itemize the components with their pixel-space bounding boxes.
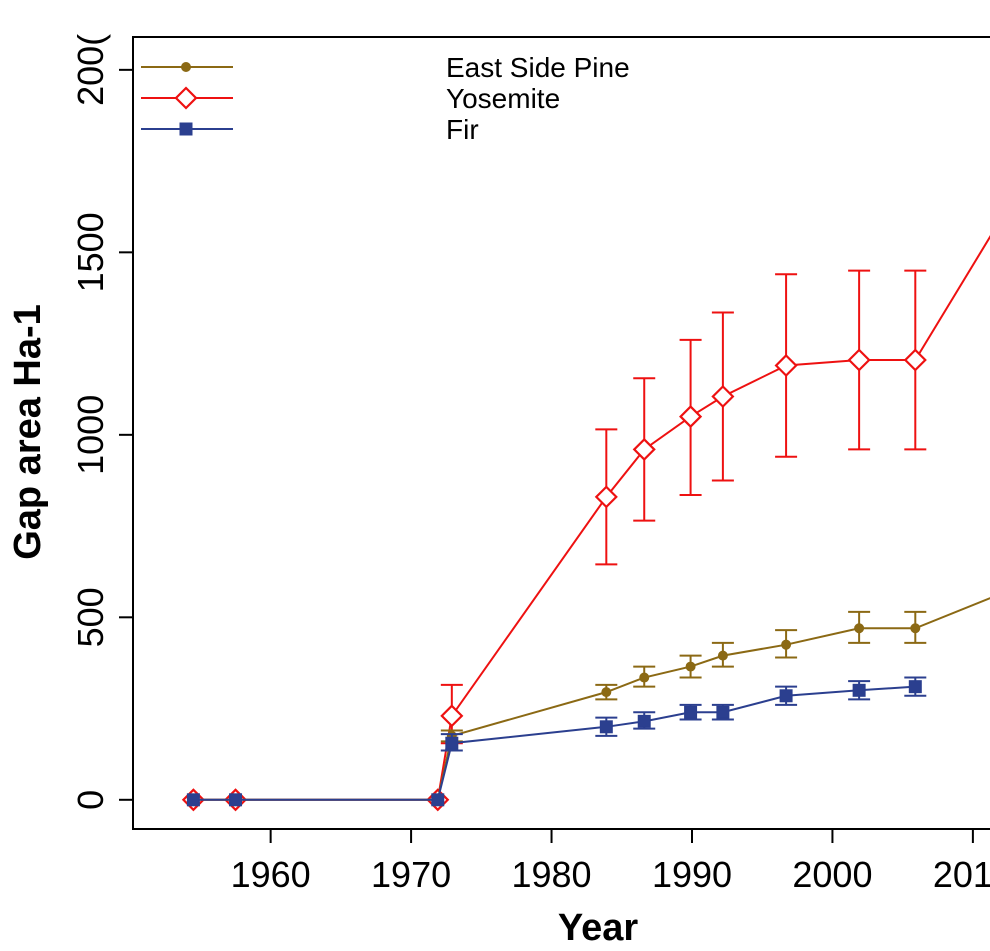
data-point bbox=[632, 437, 656, 461]
data-point bbox=[717, 650, 728, 661]
data-point bbox=[186, 793, 200, 807]
data-point bbox=[684, 705, 698, 719]
data-point bbox=[637, 714, 651, 728]
data-point bbox=[445, 736, 459, 750]
series-fir bbox=[186, 676, 927, 807]
x-tick-label: 1970 bbox=[371, 854, 451, 895]
legend-label: Yosemite bbox=[446, 83, 560, 114]
data-point bbox=[852, 683, 866, 697]
y-tick-label: 500 bbox=[70, 587, 111, 647]
x-tick-label: 1980 bbox=[511, 854, 591, 895]
data-point bbox=[685, 661, 696, 672]
data-point bbox=[774, 353, 798, 378]
data-point bbox=[716, 705, 730, 719]
data-point bbox=[854, 623, 865, 634]
legend-marker bbox=[179, 122, 193, 136]
data-point bbox=[599, 720, 613, 734]
data-point bbox=[679, 405, 703, 429]
legend-label: Fir bbox=[446, 114, 479, 145]
legend-label: East Side Pine bbox=[446, 52, 630, 83]
data-point bbox=[639, 672, 650, 683]
series-line bbox=[193, 235, 990, 801]
x-tick-label: 1990 bbox=[652, 854, 732, 895]
x-tick-label: 2000 bbox=[792, 854, 872, 895]
y-axis: 0 500 1000 1500 200( bbox=[70, 34, 133, 810]
series-line bbox=[193, 685, 916, 801]
legend-marker bbox=[181, 62, 191, 72]
data-point bbox=[601, 687, 612, 698]
legend-marker bbox=[174, 86, 198, 110]
data-point bbox=[229, 793, 243, 807]
data-point bbox=[711, 384, 735, 409]
series-east-side-pine bbox=[188, 597, 990, 805]
plot-frame bbox=[132, 36, 990, 830]
data-point bbox=[903, 348, 927, 372]
data-point bbox=[781, 639, 792, 650]
data-point bbox=[440, 704, 464, 728]
series-layer bbox=[181, 235, 990, 812]
y-tick-label: 1500 bbox=[70, 212, 111, 292]
y-tick-label: 200( bbox=[70, 34, 111, 106]
y-tick-label: 0 bbox=[70, 790, 111, 810]
series-line bbox=[193, 597, 990, 801]
x-axis-title: Year bbox=[558, 907, 639, 949]
data-point bbox=[594, 485, 618, 509]
data-point bbox=[908, 680, 922, 694]
data-point bbox=[910, 623, 921, 634]
data-point bbox=[431, 793, 445, 807]
x-tick-label: 1960 bbox=[231, 854, 311, 895]
data-point bbox=[847, 348, 871, 372]
y-axis-title: Gap area Ha-1 bbox=[7, 304, 49, 560]
data-point bbox=[779, 689, 793, 703]
y-tick-label: 1000 bbox=[70, 395, 111, 475]
